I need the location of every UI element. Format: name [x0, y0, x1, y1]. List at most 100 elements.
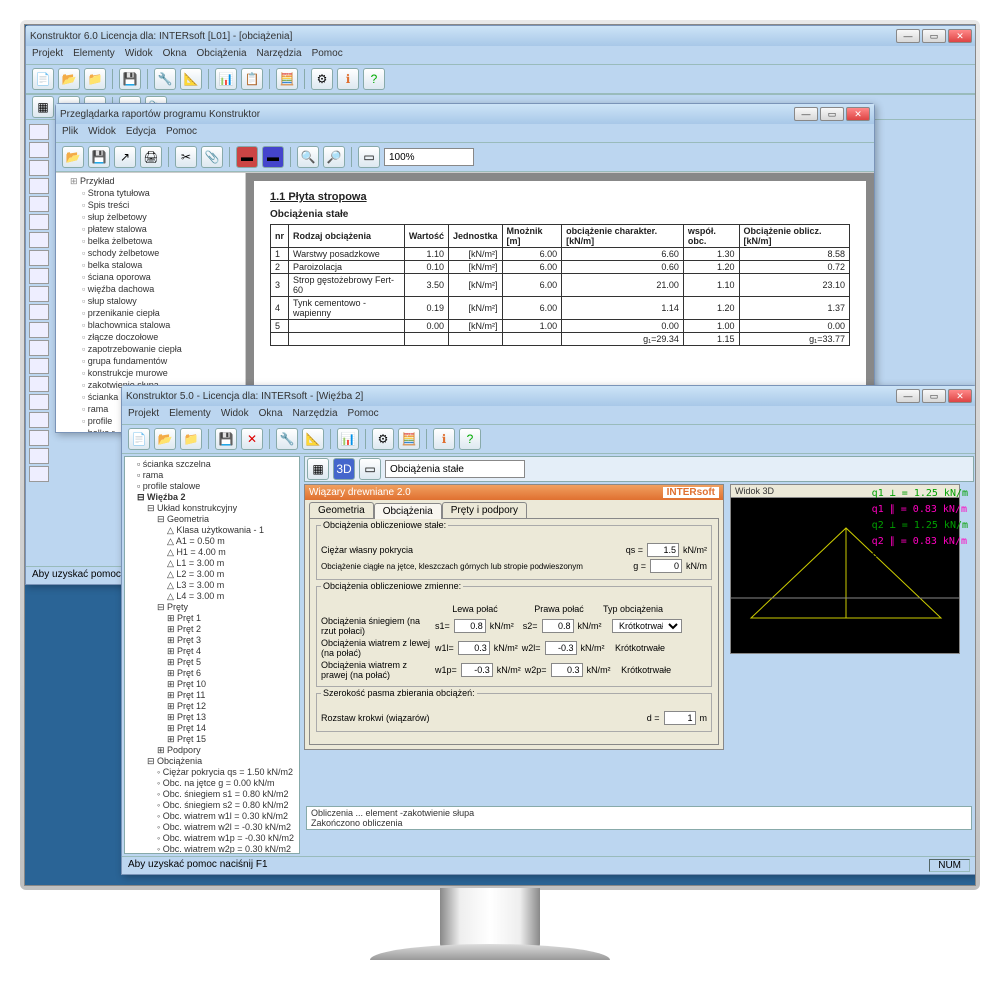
sidebar-icon[interactable]: [29, 232, 49, 248]
minimize-button[interactable]: —: [794, 107, 818, 121]
menu-item[interactable]: Plik: [62, 126, 78, 140]
open2-icon[interactable]: 📁: [180, 428, 202, 450]
sidebar-icon[interactable]: [29, 286, 49, 302]
maximize-button[interactable]: ▭: [922, 389, 946, 403]
menu-item[interactable]: Pomoc: [348, 408, 379, 422]
w2l-input[interactable]: [545, 641, 577, 655]
close-button[interactable]: ✕: [948, 29, 972, 43]
tree-item[interactable]: słup stalowy: [82, 295, 243, 307]
tree-item[interactable]: ◦ Ciężar pokrycia qs = 1.50 kN/m2: [157, 767, 297, 778]
tree-item[interactable]: ⊞ Podpory: [157, 745, 297, 756]
sidebar-icon[interactable]: [29, 214, 49, 230]
tree-item[interactable]: ⊞ Pręt 11: [167, 690, 297, 701]
tab-prety[interactable]: Pręty i podpory: [442, 502, 527, 518]
tree-item[interactable]: więźba dachowa: [82, 283, 243, 295]
page-icon[interactable]: ▭: [358, 146, 380, 168]
tree-item[interactable]: blachownica stalowa: [82, 319, 243, 331]
load-combo[interactable]: Obciążenia stałe: [385, 460, 525, 478]
sidebar-icon[interactable]: [29, 466, 49, 482]
menu-item[interactable]: Projekt: [128, 408, 159, 422]
sidebar-icon[interactable]: [29, 124, 49, 140]
tree-item[interactable]: zapotrzebowanie ciepła: [82, 343, 243, 355]
tree-item[interactable]: ⊞ Pręt 15: [167, 734, 297, 745]
tool-icon[interactable]: 📐: [302, 428, 324, 450]
new-icon[interactable]: 📄: [128, 428, 150, 450]
menu-item[interactable]: Elementy: [169, 408, 211, 422]
w2p-input[interactable]: [551, 663, 583, 677]
help-icon[interactable]: ℹ: [433, 428, 455, 450]
tree-item[interactable]: △ H1 = 4.00 m: [167, 547, 297, 558]
tree-item[interactable]: ◦ Obc. śniegiem s2 = 0.80 kN/m2: [157, 800, 297, 811]
s1-input[interactable]: [454, 619, 486, 633]
view-icon[interactable]: ▦: [307, 458, 329, 480]
tree-item[interactable]: słup żelbetowy: [82, 211, 243, 223]
open-icon[interactable]: 📂: [62, 146, 84, 168]
menu-item[interactable]: Obciążenia: [197, 48, 247, 62]
tree-item[interactable]: płatew stalowa: [82, 223, 243, 235]
menu-item[interactable]: Pomoc: [166, 126, 197, 140]
maximize-button[interactable]: ▭: [820, 107, 844, 121]
tree-root[interactable]: Przykład: [70, 175, 243, 187]
tree-item[interactable]: ⊞ Pręt 1: [167, 613, 297, 624]
dialog-title[interactable]: Wiązary drewniane 2.0 INTERsoft: [305, 485, 723, 500]
qs-input[interactable]: [647, 543, 679, 557]
sidebar-icon[interactable]: [29, 196, 49, 212]
sidebar-icon[interactable]: [29, 340, 49, 356]
typ-select[interactable]: Krótkotrwałe: [612, 619, 682, 633]
help-icon[interactable]: ?: [363, 68, 385, 90]
w3-titlebar[interactable]: Konstruktor 5.0 - Licencja dla: INTERsof…: [122, 386, 976, 406]
minimize-button[interactable]: —: [896, 389, 920, 403]
tool-icon[interactable]: 📐: [180, 68, 202, 90]
save-icon[interactable]: 💾: [119, 68, 141, 90]
open-icon[interactable]: 📂: [58, 68, 80, 90]
tool-icon[interactable]: 🔧: [276, 428, 298, 450]
tool-icon[interactable]: 📊: [215, 68, 237, 90]
zoom-in-icon[interactable]: 🔍: [297, 146, 319, 168]
tab-obciazenia[interactable]: Obciążenia: [374, 503, 442, 519]
tree-item[interactable]: ⊞ Pręt 3: [167, 635, 297, 646]
tree-item[interactable]: ⊞ Pręt 4: [167, 646, 297, 657]
minimize-button[interactable]: —: [896, 29, 920, 43]
sidebar-icon[interactable]: [29, 250, 49, 266]
w2-titlebar[interactable]: Przeglądarka raportów programu Konstrukt…: [56, 104, 874, 124]
menu-item[interactable]: Narzędzia: [257, 48, 302, 62]
menu-item[interactable]: Widok: [221, 408, 249, 422]
menu-item[interactable]: Elementy: [73, 48, 115, 62]
sidebar-icon[interactable]: [29, 304, 49, 320]
sidebar-icon[interactable]: [29, 160, 49, 176]
tree-item[interactable]: △ L1 = 3.00 m: [167, 558, 297, 569]
menu-item[interactable]: Narzędzia: [293, 408, 338, 422]
sidebar-icon[interactable]: [29, 142, 49, 158]
tool-icon[interactable]: 📊: [337, 428, 359, 450]
calc-icon[interactable]: 🧮: [398, 428, 420, 450]
menu-item[interactable]: Pomoc: [312, 48, 343, 62]
tree-item[interactable]: ⊞ Pręt 14: [167, 723, 297, 734]
3d-icon[interactable]: 3D: [333, 458, 355, 480]
sidebar-icon[interactable]: [29, 394, 49, 410]
tree-item[interactable]: ⊞ Pręt 2: [167, 624, 297, 635]
tree-item[interactable]: ⊞ Pręt 5: [167, 657, 297, 668]
menu-item[interactable]: Edycja: [126, 126, 156, 140]
help-icon[interactable]: ℹ: [337, 68, 359, 90]
zoom-out-icon[interactable]: 🔎: [323, 146, 345, 168]
sidebar-icon[interactable]: [29, 376, 49, 392]
tree-item[interactable]: belka żelbetowa: [82, 235, 243, 247]
color-icon[interactable]: ▬: [262, 146, 284, 168]
export-icon[interactable]: ↗: [114, 146, 136, 168]
tree-item[interactable]: ⊟ Geometria: [157, 514, 297, 525]
g-input[interactable]: [650, 559, 682, 573]
sidebar-icon[interactable]: [29, 358, 49, 374]
menu-item[interactable]: Projekt: [32, 48, 63, 62]
tree-item[interactable]: grupa fundamentów: [82, 355, 243, 367]
delete-icon[interactable]: ✕: [241, 428, 263, 450]
tree-item[interactable]: belka stalowa: [82, 259, 243, 271]
tree-item[interactable]: ▫ rama: [137, 470, 297, 481]
tree-item[interactable]: △ Klasa użytkowania - 1: [167, 525, 297, 536]
menu-item[interactable]: Widok: [88, 126, 116, 140]
tree-item[interactable]: △ L3 = 3.00 m: [167, 580, 297, 591]
tree-item[interactable]: ◦ Obc. wiatrem w2l = -0.30 kN/m2: [157, 822, 297, 833]
tree-item[interactable]: ▫ ścianka szczelna: [137, 459, 297, 470]
sidebar-icon[interactable]: [29, 412, 49, 428]
menu-item[interactable]: Okna: [163, 48, 187, 62]
menu-item[interactable]: Widok: [125, 48, 153, 62]
